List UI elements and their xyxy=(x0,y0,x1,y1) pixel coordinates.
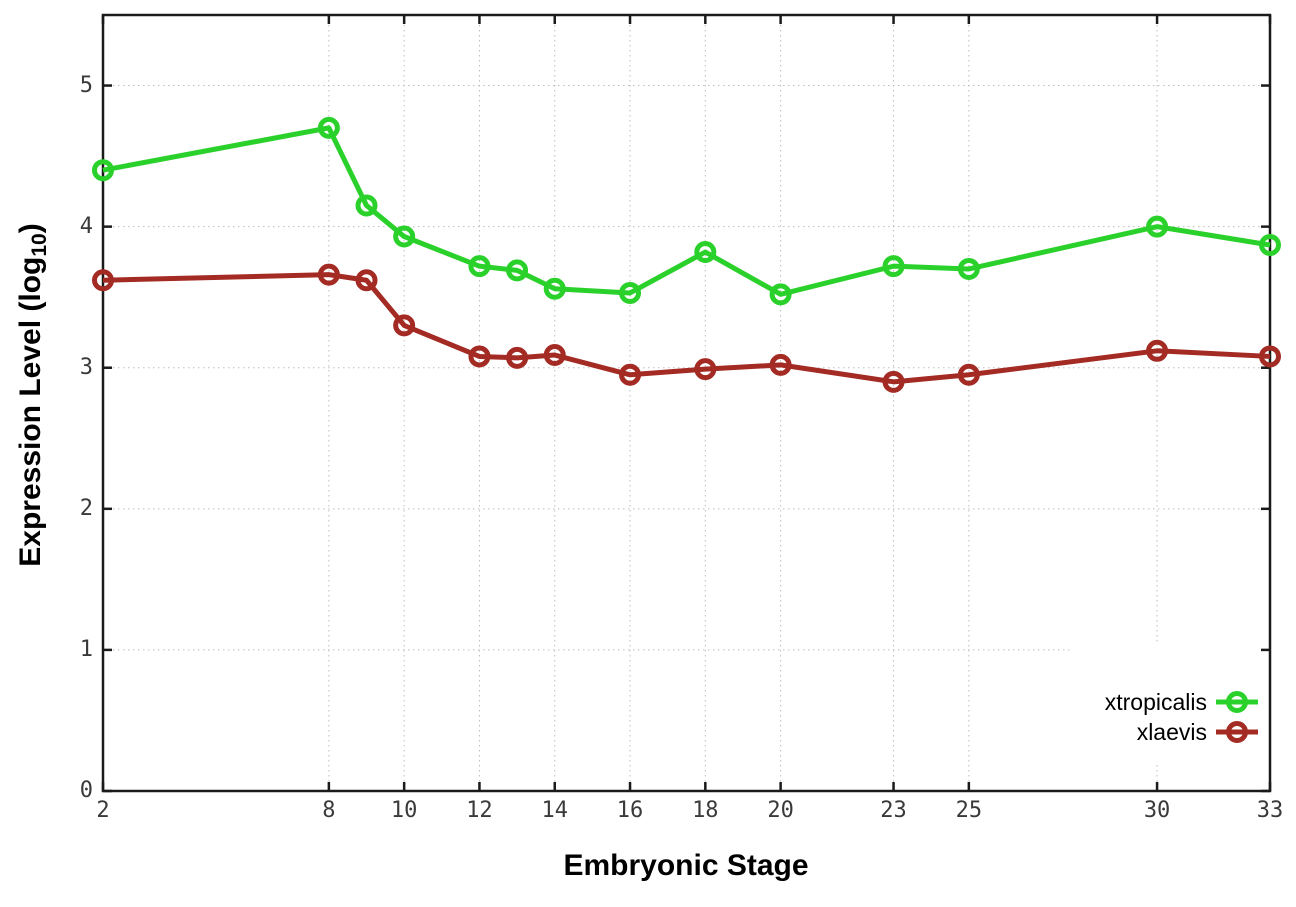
legend: xtropicalis xlaevis xyxy=(1105,687,1258,747)
data-point xyxy=(1259,345,1281,368)
y-tick-label: 5 xyxy=(79,72,93,98)
legend-label-xlaevis: xlaevis xyxy=(1136,718,1207,745)
x-tick-label: 14 xyxy=(541,798,568,823)
data-point xyxy=(694,241,717,264)
data-point xyxy=(1146,339,1169,362)
x-tick-label: 18 xyxy=(692,798,719,823)
data-point xyxy=(694,358,717,381)
x-tick-label: 33 xyxy=(1256,798,1284,823)
data-point xyxy=(92,159,114,182)
x-tick-label: 10 xyxy=(390,798,418,823)
tick-marks xyxy=(101,15,1272,793)
legend-marker-xlaevis-icon xyxy=(1216,721,1258,743)
data-point xyxy=(506,259,529,282)
legend-item-xlaevis: xlaevis xyxy=(1105,717,1258,747)
data-point xyxy=(882,255,905,278)
data-point xyxy=(619,363,642,386)
series-xlaevis xyxy=(92,263,1281,393)
y-tick-label: 0 xyxy=(79,778,93,803)
y-tick-label: 4 xyxy=(79,213,93,239)
data-point xyxy=(543,277,566,300)
y-axis-title-subscript: 10 xyxy=(28,233,51,257)
data-point xyxy=(882,370,905,393)
data-point xyxy=(92,269,114,292)
data-point xyxy=(393,225,416,248)
data-point xyxy=(468,345,491,368)
x-tick-label: 12 xyxy=(466,798,493,823)
data-point xyxy=(317,263,340,286)
y-axis-title-text: Expression Level (log xyxy=(14,256,47,567)
data-point xyxy=(957,257,980,280)
x-tick-label: 23 xyxy=(880,798,907,823)
data-point xyxy=(506,346,529,369)
data-point xyxy=(769,353,792,376)
data-point xyxy=(543,344,566,367)
y-tick-label: 2 xyxy=(79,495,93,521)
x-tick-label: 8 xyxy=(322,798,336,823)
y-tick-label: 3 xyxy=(79,354,93,380)
data-point xyxy=(355,194,378,217)
data-point xyxy=(957,363,980,386)
y-tick-label: 1 xyxy=(79,636,93,662)
x-axis-title: Embryonic Stage xyxy=(563,849,809,882)
plot-border xyxy=(101,13,1272,793)
x-tick-label: 16 xyxy=(616,798,644,823)
x-tick-label: 20 xyxy=(767,798,794,823)
data-point xyxy=(393,314,416,337)
legend-item-xtropicalis: xtropicalis xyxy=(1105,687,1258,717)
data-point xyxy=(1146,215,1169,238)
legend-label-xtropicalis: xtropicalis xyxy=(1104,688,1207,715)
x-tick-label: 30 xyxy=(1143,798,1171,823)
data-point xyxy=(769,283,792,306)
data-point xyxy=(355,269,378,292)
y-axis-title-close: ) xyxy=(14,223,47,234)
legend-marker-xtropicalis-icon xyxy=(1216,691,1258,713)
series-xlaevis-line xyxy=(102,272,1271,385)
data-point xyxy=(1259,233,1281,256)
data-point xyxy=(619,281,642,304)
data-point xyxy=(468,255,491,278)
data-point xyxy=(317,116,340,139)
y-axis-title: Expression Level (log10) xyxy=(14,223,52,566)
x-tick-label: 2 xyxy=(96,798,110,823)
x-tick-label: 25 xyxy=(955,798,983,823)
series-xtropicalis-line xyxy=(102,125,1271,297)
series-xtropicalis xyxy=(92,116,1281,306)
